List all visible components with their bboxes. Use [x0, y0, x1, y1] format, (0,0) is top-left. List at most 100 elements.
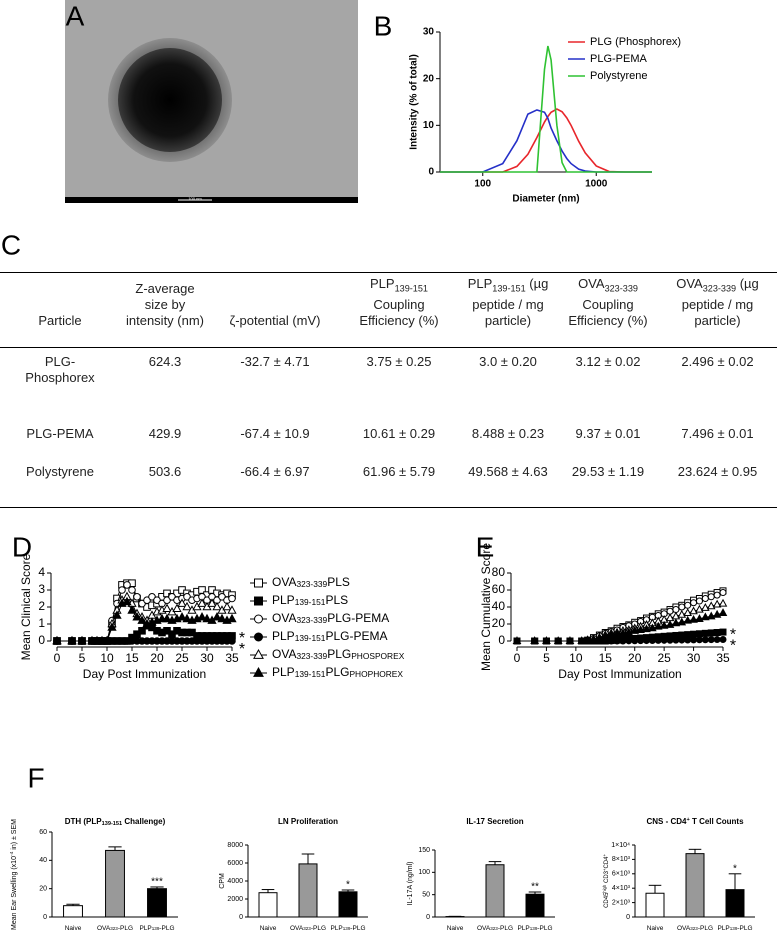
- marker: [712, 599, 722, 608]
- legend-label: PLP139-151PLG-PEMA: [272, 629, 387, 643]
- text-part: PLS: [327, 575, 350, 589]
- marker: [613, 637, 621, 645]
- text-sub: 139: [530, 926, 538, 931]
- text-sub: 323-339: [296, 579, 327, 589]
- marker: [212, 612, 222, 621]
- marker: [683, 608, 692, 616]
- column-header: OVA323-339 (µg peptide / mg particle): [658, 272, 777, 348]
- marker: [713, 636, 721, 644]
- text-sub: 323-339: [296, 651, 327, 661]
- legend-label: Polystyrene: [590, 70, 647, 82]
- x-tick-label: OVA323-PLG: [477, 925, 513, 932]
- marker: [67, 635, 77, 645]
- text-part: -PLG: [698, 925, 713, 932]
- table-cell: -67.4 ± 10.9: [240, 425, 310, 441]
- marker: [222, 601, 232, 611]
- text-part: PLP: [272, 593, 295, 607]
- text-part: -PLG: [118, 925, 133, 932]
- marker: [648, 636, 656, 644]
- bar: [298, 863, 318, 918]
- y-tick-label: 60: [39, 829, 47, 836]
- marker: [254, 578, 263, 588]
- text-part: ζ-potential (mV): [229, 313, 321, 328]
- marker: [52, 635, 62, 645]
- legend: PLG (Phosphorex) PLG-PEMA Polystyrene: [568, 36, 681, 82]
- y-tick-label: 2×10³: [612, 899, 631, 906]
- table-cell: 3.0 ± 0.20: [479, 354, 537, 369]
- y-tick-label: 80: [492, 565, 506, 579]
- x-tick-label: PLP139-PLG: [717, 925, 752, 932]
- y-axis-label: Mean Cumulative Score: [479, 543, 493, 671]
- table-cell: PLG-PEMA: [26, 425, 94, 441]
- y-axis-label: Intensity (% of total): [409, 54, 420, 150]
- y-tick-label: 0: [428, 167, 434, 178]
- marker: [182, 601, 192, 611]
- text-part: PLS: [325, 593, 348, 607]
- marker: [565, 636, 575, 645]
- marker: [719, 635, 727, 643]
- text-sub: 139-151: [295, 633, 326, 643]
- text-part: OVA: [272, 647, 296, 661]
- x-tick-label: 15: [125, 651, 139, 665]
- y-tick-label: 20: [39, 886, 47, 893]
- text-part: CD45: [604, 892, 610, 908]
- marker: [689, 614, 698, 623]
- column-header: PLP139-151 (µg peptide / mg particle): [458, 272, 558, 348]
- marker: [695, 614, 704, 622]
- marker: [227, 605, 237, 614]
- text-sup: +: [686, 817, 690, 823]
- text-part: OVA: [290, 925, 304, 932]
- marker: [672, 636, 680, 644]
- marker: [583, 635, 592, 644]
- bar: [338, 891, 358, 918]
- marker: [653, 621, 663, 630]
- text-part: CPM: [219, 873, 226, 889]
- marker: [217, 613, 227, 623]
- x-tick-label: Naive: [447, 925, 464, 932]
- header-row: Particle Z-average size by intensity (nm)…: [0, 272, 777, 348]
- x-tick-label: 1000: [585, 179, 608, 190]
- marker: [660, 636, 668, 644]
- marker: [162, 613, 172, 623]
- y-tick-label: 6×10³: [612, 871, 631, 878]
- x-tick-label: 10: [569, 651, 583, 665]
- marker: [542, 636, 551, 645]
- bar: [485, 864, 505, 918]
- marker: [512, 636, 522, 645]
- y-axis-label: CPM: [219, 873, 226, 889]
- text-sup: +: [602, 854, 607, 857]
- marker: [133, 593, 141, 601]
- marker: [706, 611, 716, 620]
- marker: [254, 632, 263, 642]
- table-cell: 3.75 ± 0.25: [366, 354, 432, 369]
- y-tick-label: 20: [492, 616, 506, 630]
- marker: [684, 636, 692, 644]
- x-tick-label: Naive: [65, 925, 82, 932]
- legend-label: OVA323-339PLGPHOSPOREX: [272, 647, 405, 661]
- table-cell: 624.3: [148, 354, 182, 369]
- text-part: in) ± SEM: [11, 819, 18, 852]
- table-cell: 29.53 ± 1.19: [571, 463, 645, 479]
- text-part: OVA: [477, 925, 491, 932]
- table-cell: 49.568 ± 4.63: [468, 463, 548, 479]
- bar: [63, 905, 83, 918]
- text-sub: 139-151: [295, 669, 326, 679]
- text-part: DTH (PLP: [65, 817, 103, 826]
- text-sub: 139-151: [295, 597, 326, 607]
- text-part: PLP: [370, 276, 395, 292]
- annotation: *: [730, 626, 736, 643]
- x-tick-label: 5: [543, 651, 550, 665]
- x-tick-label: 30: [200, 651, 214, 665]
- text-part: LN Proliferation: [278, 817, 338, 826]
- marker: [227, 613, 237, 623]
- series-line: [440, 45, 652, 173]
- y-tick-label: 0: [426, 914, 430, 921]
- y-axis-label: Mean Clinical Score: [19, 553, 33, 660]
- y-tick-label: 20: [423, 73, 435, 84]
- panel-label: B: [374, 10, 393, 41]
- marker: [207, 598, 217, 607]
